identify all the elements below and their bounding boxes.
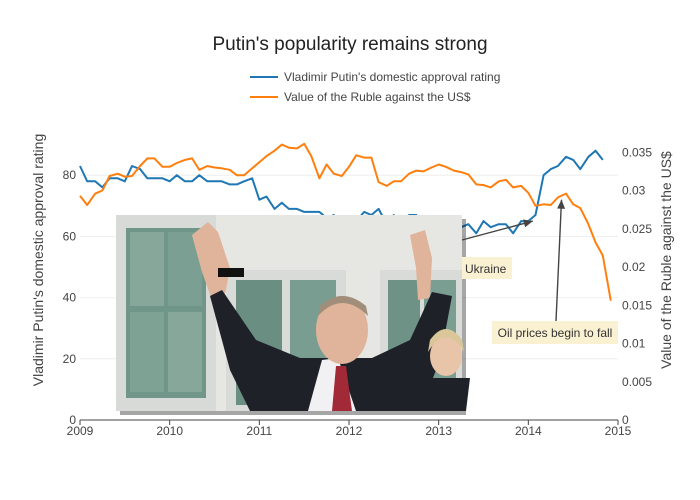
annotation-text-oil: Oil prices begin to fall <box>498 326 613 340</box>
chart-title: Putin's popularity remains strong <box>212 34 487 55</box>
y-left-tick-label: 0 <box>69 413 76 427</box>
putin-photo <box>116 215 470 415</box>
x-tick-label: 2014 <box>515 424 542 438</box>
y-left-tick-label: 60 <box>63 229 77 243</box>
axes: 0 20 40 60 80 0 0.005 0.01 0.015 0.02 0.025 0.03 0.0… <box>63 145 653 438</box>
y-right-tick-label: 0.005 <box>622 375 652 389</box>
y-right-tick-label: 0.015 <box>622 298 652 312</box>
annotation-arrow-oil <box>555 199 563 322</box>
y-left-tick-label: 40 <box>63 291 77 305</box>
x-tick-label: 2013 <box>425 424 452 438</box>
y-left-tick-label: 80 <box>63 168 77 182</box>
x-tick-label: 2011 <box>246 424 272 438</box>
y-left-tick-label: 20 <box>63 352 77 366</box>
annotation-box-ukraine <box>462 257 512 279</box>
annotation-arrowhead-ukraine <box>523 219 533 228</box>
legend-label-approval: Vladimir Putin's domestic approval ratin… <box>284 70 500 84</box>
x-tick-label: 2009 <box>67 424 94 438</box>
annotation-box-oil <box>492 321 618 344</box>
x-tick-label: 2015 <box>605 424 632 438</box>
legend-label-ruble: Value of the Ruble against the US$ <box>284 90 471 104</box>
annotation-text-ukraine: Ukraine <box>465 262 507 276</box>
y-right-tick-label: 0.035 <box>622 145 652 159</box>
annotation-arrow-ukraine <box>461 220 533 241</box>
y-right-tick-label: 0.03 <box>622 184 646 198</box>
y-right-tick-label: 0.025 <box>622 222 652 236</box>
legend[interactable]: Vladimir Putin's domestic approval ratin… <box>250 70 500 104</box>
y-left-axis-title: Vladimir Putin's domestic approval ratin… <box>30 134 46 386</box>
x-tick-label: 2010 <box>156 424 183 438</box>
y-right-tick-label: 0.01 <box>622 337 646 351</box>
y-right-tick-label: 0 <box>622 413 629 427</box>
y-right-tick-label: 0.02 <box>622 260 646 274</box>
annotations: Ukraine Oil prices begin to fall <box>461 199 618 344</box>
x-tick-label: 2012 <box>336 424 363 438</box>
y-right-axis-title: Value of the Ruble against the US$ <box>658 151 674 369</box>
series-line-ruble <box>79 142 612 301</box>
annotation-arrowhead-oil <box>557 199 566 209</box>
